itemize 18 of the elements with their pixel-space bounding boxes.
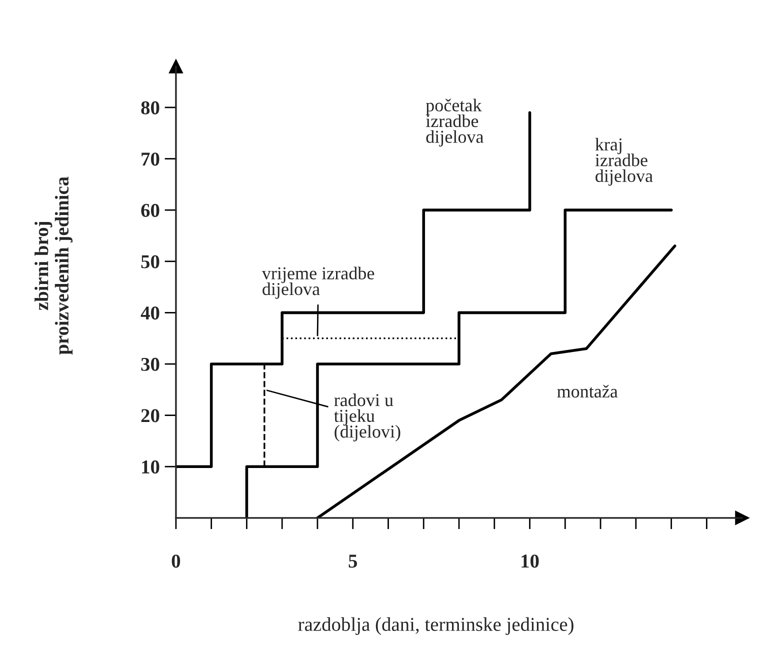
annotation: radovi u tijeku (dijelovi) [334,393,400,442]
series-label: kraj izradbe dijelova [595,138,653,186]
y-tick-label: 50 [141,255,160,268]
y-tick-label: 40 [140,306,160,320]
text: početak izradbe dijelova [426,98,484,147]
x-tick-label: 0 [172,554,180,568]
x-axis-title: razdoblja (dani, terminske jedinice) [298,617,574,635]
y-tick-label: 70 [142,152,160,166]
x-tick-label: 5 [348,554,358,568]
y-tick-label: 10 [142,460,160,474]
annotation: vrijeme izradbe dijelova [262,266,374,299]
y-tick-label: 80 [141,101,160,114]
series-label: montaža [557,384,618,398]
y-tick-label: 20 [141,409,160,422]
x-tick-label: 10 [522,554,539,568]
y-tick-label: 60 [141,204,160,218]
y-tick-label: 30 [141,358,160,371]
y-axis-title: zbirni broj proizvedenih jedinica [34,176,73,355]
